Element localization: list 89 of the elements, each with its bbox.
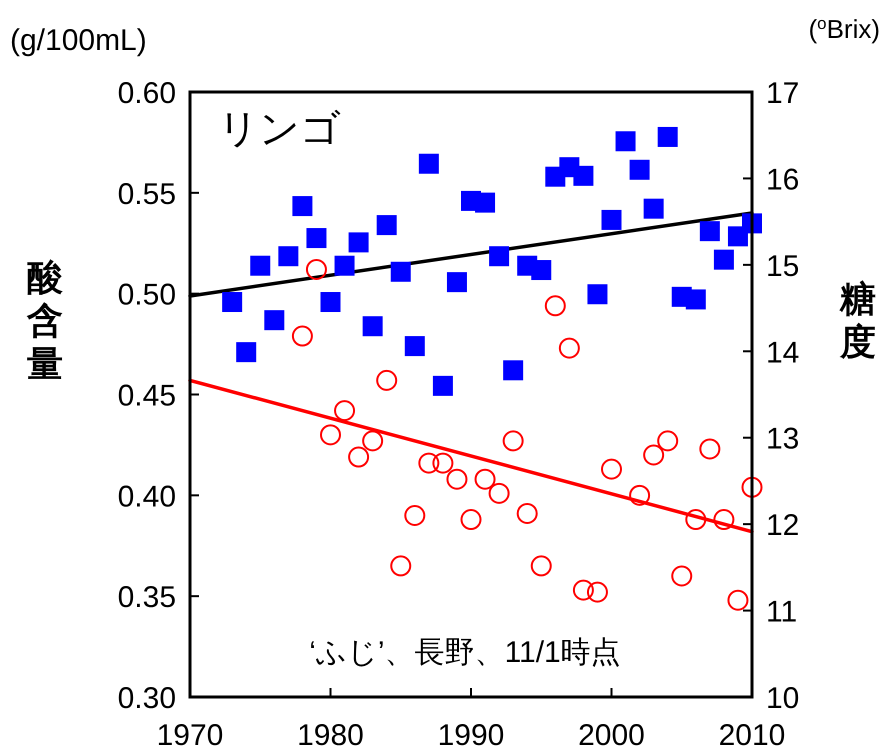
point [671, 566, 692, 586]
point [630, 160, 650, 180]
y-tick-label: 0.55 [118, 178, 176, 211]
point [418, 154, 439, 174]
point [727, 590, 748, 611]
point [250, 256, 270, 276]
point [306, 258, 327, 280]
point [516, 502, 538, 524]
y2-tick-label: 12 [766, 509, 800, 542]
y2-tick-label: 10 [766, 682, 800, 715]
annotation: ‘ふじ’、長野、11/1時点 [309, 636, 621, 669]
point [348, 232, 369, 252]
point [446, 468, 468, 490]
y2-tick-label: 13 [766, 422, 800, 456]
point [390, 555, 412, 576]
annotation: リンゴ [218, 107, 341, 151]
point [573, 166, 594, 186]
point [503, 360, 524, 380]
y-tick-label: 0.45 [118, 380, 176, 412]
point [714, 250, 734, 270]
point [685, 509, 706, 530]
text: ($^{o}$Brix) [808, 14, 880, 44]
point [544, 295, 566, 316]
point [699, 438, 720, 460]
point [474, 468, 496, 490]
point [334, 400, 356, 422]
y-tick-label: 0.60 [118, 77, 176, 110]
point [489, 246, 510, 266]
point [278, 246, 298, 266]
point [658, 126, 678, 147]
point [376, 370, 398, 391]
point [629, 484, 650, 506]
point [418, 452, 440, 474]
point [488, 482, 510, 504]
text: (g/100mL) [10, 24, 147, 57]
point [432, 452, 454, 474]
point [390, 262, 411, 282]
point [306, 228, 326, 248]
point [362, 316, 383, 336]
point [404, 336, 425, 356]
point [348, 446, 370, 468]
x-tick-label: 1990 [438, 719, 504, 752]
point [292, 196, 312, 216]
y2-tick-label: 14 [766, 336, 800, 370]
point [601, 458, 622, 480]
y2-tick-label: 11 [766, 596, 798, 629]
point [404, 505, 426, 526]
point [502, 430, 524, 452]
point [616, 131, 636, 152]
point [643, 444, 664, 466]
y-tick-label: 0.35 [118, 581, 176, 614]
point [222, 292, 242, 312]
point [602, 210, 622, 230]
x-tick-label: 1980 [297, 719, 364, 752]
point [713, 509, 734, 530]
point [320, 292, 340, 312]
y2-tick-label: 17 [766, 77, 800, 110]
y-tick-label: 0.30 [118, 682, 176, 715]
point [334, 256, 355, 276]
point [236, 342, 256, 362]
point [657, 430, 678, 452]
point [446, 272, 467, 292]
point [644, 198, 664, 219]
point [531, 260, 552, 280]
point [432, 376, 453, 396]
point [362, 430, 384, 452]
y2-tick-label: 15 [766, 250, 800, 283]
x-tick-label: 2000 [578, 719, 645, 752]
x-tick-label: 1970 [156, 719, 224, 752]
point [686, 289, 706, 310]
point [530, 555, 552, 576]
point [292, 326, 313, 347]
y2-axis-title: 糖度 [839, 278, 876, 362]
point [700, 221, 720, 242]
point [475, 192, 496, 213]
point [264, 310, 284, 330]
point [460, 509, 482, 530]
point [320, 424, 341, 446]
x-tick-label: 2010 [718, 719, 786, 752]
point [587, 284, 608, 304]
y2-tick-label: 16 [766, 163, 800, 196]
point [586, 582, 608, 603]
point [558, 338, 580, 359]
y-tick-label: 0.40 [118, 480, 176, 514]
point [376, 215, 397, 236]
point [572, 580, 594, 601]
y-axis-title: 酸含量 [26, 256, 63, 384]
point [742, 476, 762, 498]
y-tick-label: 0.50 [118, 278, 176, 312]
